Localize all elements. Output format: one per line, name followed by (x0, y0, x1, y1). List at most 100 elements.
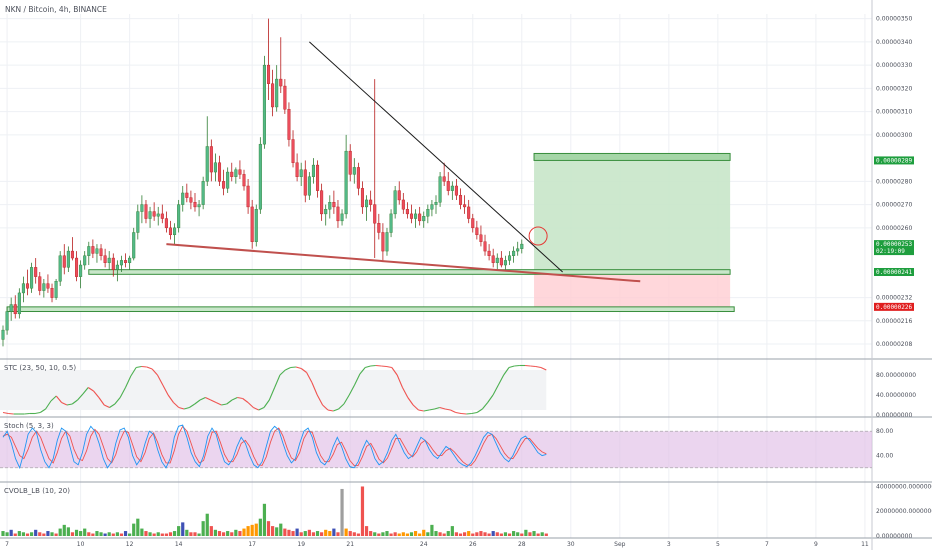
candle-body (414, 213, 418, 219)
stc-line-segment (55, 395, 63, 403)
price-badge-label: 0.00000226 (876, 304, 913, 311)
support-zone-upper[interactable] (88, 269, 731, 275)
stc-line-segment (119, 387, 126, 398)
stc-line-segment (492, 384, 499, 396)
stc-line-segment (530, 365, 536, 368)
volume-bar (266, 521, 271, 536)
stc-line-segment (130, 367, 137, 377)
volume-bar (479, 531, 483, 536)
candle-body (467, 206, 471, 219)
time-tick-label: 26 (469, 541, 477, 548)
candle-body (70, 250, 74, 259)
candle-body (21, 283, 25, 294)
candle-body (152, 211, 156, 217)
stc-line-segment (24, 412, 30, 415)
volume-bar (79, 531, 83, 536)
candle-body (144, 204, 148, 219)
stc-line-segment (391, 367, 398, 376)
stc-line-segment (370, 364, 376, 367)
stc-line-segment (34, 411, 41, 415)
stc-line-segment (199, 397, 206, 401)
stc-line-segment (444, 408, 451, 411)
descending-resistance-line[interactable] (309, 41, 563, 273)
volume-bar (271, 526, 275, 536)
candle-body (17, 292, 21, 315)
candle-body (426, 209, 430, 217)
volume-bar (172, 531, 177, 536)
candle-body (230, 171, 234, 177)
candle-body (389, 213, 393, 233)
volume-bar (62, 524, 66, 536)
volume-bar (262, 503, 267, 536)
target-profit-zone[interactable] (534, 153, 731, 272)
stc-line-segment (151, 368, 158, 376)
volume-bar (221, 532, 226, 536)
candle-body (75, 257, 79, 277)
volume-bar (275, 527, 279, 536)
candle-body (87, 246, 91, 256)
volume-bar (377, 533, 381, 536)
candle-body (58, 255, 62, 282)
volume-bar (5, 532, 9, 536)
stc-line-segment (514, 364, 520, 367)
candle-body (385, 232, 389, 252)
stc-line-segment (71, 399, 78, 405)
candle-body (365, 199, 369, 208)
candle-body (442, 176, 446, 182)
stc-line-segment (300, 368, 307, 373)
volume-bar (205, 513, 209, 536)
volume-bar (70, 532, 75, 536)
volume-bar (495, 532, 499, 536)
volume-bar (336, 532, 340, 536)
stop-loss-zone[interactable] (534, 272, 731, 307)
support-zone-lower[interactable] (6, 306, 735, 313)
volume-bar (181, 522, 185, 536)
price-tick-label: 0.00000260 (876, 225, 912, 232)
volume-bar (13, 533, 17, 536)
stc-line-segment (66, 403, 73, 406)
volume-bar (42, 533, 46, 536)
volume-bar (234, 529, 238, 536)
time-tick-label: 14 (175, 541, 183, 548)
stc-line-segment (274, 374, 281, 388)
candle-body (352, 167, 356, 175)
volume-bar (516, 532, 520, 536)
candle-body (324, 209, 328, 215)
candle-body (373, 204, 377, 224)
volume-bar (160, 533, 164, 536)
volume-bar (536, 533, 540, 536)
stc-line-segment (50, 395, 57, 402)
candle-body (307, 176, 311, 196)
volume-bar (238, 531, 242, 536)
stc-line-segment (77, 393, 84, 401)
candle-body (222, 181, 226, 189)
support-trend-line[interactable] (166, 243, 641, 283)
volume-bar (254, 523, 258, 536)
price-tick-label: 0.00000320 (876, 85, 912, 92)
time-tick-label: 28 (518, 541, 526, 548)
volume-bar (409, 532, 414, 536)
stc-line-segment (210, 399, 217, 403)
stc-line-segment (103, 404, 110, 408)
candle-body (160, 213, 164, 219)
volume-bar (87, 532, 91, 536)
volume-bar (144, 531, 148, 536)
time-tick-label: 12 (126, 541, 134, 548)
circle-annotation[interactable] (528, 226, 548, 246)
stc-line-segment (215, 402, 222, 406)
volume-bar (434, 531, 438, 536)
time-tick-label: 11 (861, 541, 869, 548)
target-price-bar[interactable] (533, 152, 731, 161)
candle-body (348, 150, 352, 175)
stc-line-segment (333, 408, 339, 412)
candle-body (344, 150, 348, 215)
time-tick-label: 3 (667, 541, 671, 548)
volume-bar (34, 529, 38, 536)
volume-bar (422, 529, 426, 536)
volume-bar (462, 532, 467, 536)
volume-bar (315, 531, 320, 536)
volume-bar (193, 532, 197, 536)
candle-body (520, 243, 524, 249)
price-tick-label: 0.00000330 (876, 62, 912, 69)
